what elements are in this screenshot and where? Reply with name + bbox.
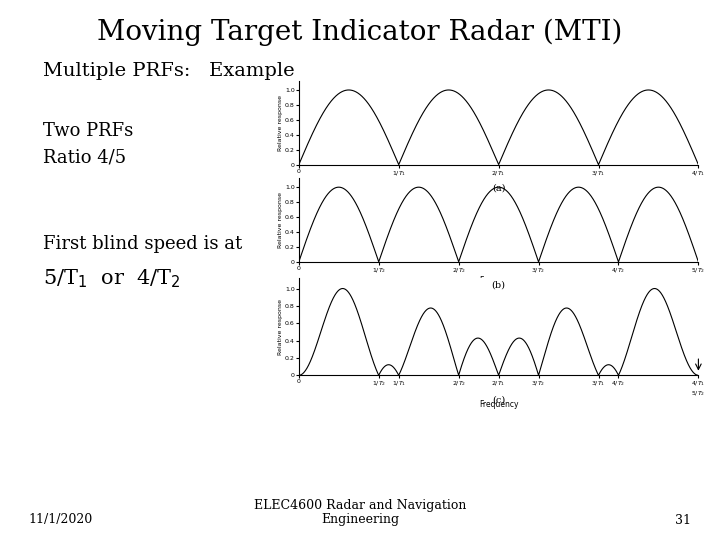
X-axis label: Frequency: Frequency	[479, 400, 518, 409]
Y-axis label: Relative response: Relative response	[279, 95, 284, 151]
Y-axis label: Relative response: Relative response	[279, 299, 284, 355]
Text: First blind speed is at: First blind speed is at	[43, 235, 243, 253]
Text: Ratio 4/5: Ratio 4/5	[43, 148, 126, 166]
Text: Moving Target Indicator Radar (MTI): Moving Target Indicator Radar (MTI)	[97, 19, 623, 46]
Text: (c): (c)	[492, 396, 505, 405]
X-axis label: Frequency: Frequency	[479, 179, 518, 188]
Text: (a): (a)	[492, 184, 505, 193]
Text: Two PRFs: Two PRFs	[43, 122, 133, 139]
Text: 11/1/2020: 11/1/2020	[29, 514, 93, 526]
Y-axis label: Relative response: Relative response	[279, 192, 284, 248]
Text: 31: 31	[675, 514, 691, 526]
X-axis label: Frequency: Frequency	[479, 276, 518, 285]
Text: Multiple PRFs:   Example: Multiple PRFs: Example	[43, 62, 294, 80]
Text: 5/T$_1$  or  4/T$_2$: 5/T$_1$ or 4/T$_2$	[43, 267, 181, 290]
Text: (b): (b)	[492, 281, 505, 290]
Text: ELEC4600 Radar and Navigation
Engineering: ELEC4600 Radar and Navigation Engineerin…	[254, 498, 466, 526]
